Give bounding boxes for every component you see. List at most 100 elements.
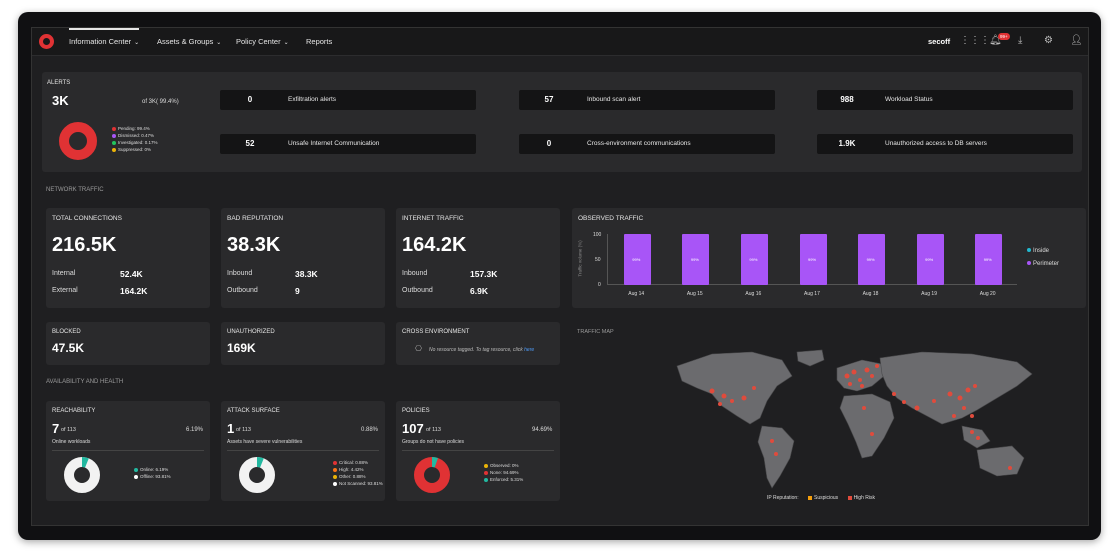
card-value: 38.3K [227,234,281,256]
legend-item: Enforced: 5.31% [484,477,523,482]
reachability-card[interactable]: REACHABILITY 7 of 113 6.19% Online workl… [46,401,210,501]
row-label: External [52,287,78,294]
card-count: 1 [227,421,235,436]
alert-card-cross-environment[interactable]: 0 Cross-environment communications [519,134,775,154]
nav-reports[interactable]: Reports [306,37,332,46]
legend-item: Online: 6.19% [134,467,168,472]
alert-card-unauthorized-db[interactable]: 1.9K Unauthorized access to DB servers [817,134,1073,154]
world-map[interactable] [672,346,1052,496]
app-logo-icon[interactable] [39,34,54,49]
row-value: 52.4K [120,269,143,279]
legend-item: High: 4.42% [333,467,364,472]
policies-donut-chart [414,457,450,493]
divider [402,450,554,451]
card-count: 107 [402,421,424,436]
alerts-ratio: of 3K( 99.4%) [142,99,179,105]
chart-title: OBSERVED TRAFFIC [578,215,644,222]
legend-item: None: 94.69% [484,470,519,475]
gear-icon[interactable]: ⚙ [1044,35,1053,46]
alert-count: 0 [247,95,253,104]
chart-bar[interactable] [682,234,710,285]
internet-traffic-card[interactable]: INTERNET TRAFFIC 164.2K Inbound 157.3K O… [396,208,560,308]
download-icon[interactable]: ⤓ [1018,35,1023,46]
legend-label: Online: 6.19% [140,467,169,472]
bad-reputation-card[interactable]: BAD REPUTATION 38.3K Inbound 38.3K Outbo… [221,208,385,308]
alert-label: Cross-environment communications [587,140,691,147]
legend-swatch [1027,261,1031,266]
ytick-label: 0 [598,282,601,288]
row-value: 38.3K [295,269,318,279]
legend-swatch [484,463,488,468]
alert-count: 0 [546,139,552,148]
total-connections-card[interactable]: TOTAL CONNECTIONS 216.5K Internal 52.4K … [46,208,210,308]
chart-bar[interactable] [799,234,827,285]
legend-label: Perimeter [1033,261,1060,267]
chart-legend-item[interactable]: Perimeter [1027,261,1059,267]
cross-env-message: No resource tagged. To tag resource, cli… [429,347,534,353]
legend-label: High: 4.42% [339,467,364,472]
alert-count: 988 [840,95,854,104]
nav-label: Policy Center [236,37,281,46]
legend-label: Enforced: 5.31% [490,477,524,482]
alert-card-workload-status[interactable]: 988 Workload Status [817,90,1073,110]
nav-assets-groups[interactable]: Assets & Groups ⌄ [157,37,221,46]
cross-environment-card[interactable]: CROSS ENVIRONMENT ⎔ No resource tagged. … [396,322,560,365]
alerts-legend-item: Pending: 99.4% [112,126,150,131]
bar-data-label: 99% [632,256,641,262]
chart-bar[interactable] [740,234,768,285]
apps-grid-icon[interactable]: ⋮⋮⋮ [960,35,990,46]
alerts-legend-item: Suppressed: 0% [112,147,151,152]
row-label: Outbound [227,287,258,294]
chart-bar[interactable] [858,234,886,285]
legend-label: None: 94.69% [490,470,519,475]
chart-bar[interactable] [975,234,1003,285]
alert-label: Exfiltration alerts [288,96,337,103]
card-value: 164.2K [402,234,467,256]
ytick-label: 100 [593,232,602,238]
row-label: Internal [52,270,76,277]
legend-item: Not Scanned: 93.81% [333,481,383,486]
card-title: CROSS ENVIRONMENT [402,329,470,335]
user-icon[interactable]: 👤︎ [1070,35,1083,46]
legend-label: Pending: 99.4% [118,126,150,131]
card-of-total: of 113 [61,427,76,433]
blocked-card[interactable]: BLOCKED 47.5K [46,322,210,365]
alert-count: 57 [544,95,554,104]
alert-card-inbound-scan[interactable]: 57 Inbound scan alert [519,90,775,110]
chart-legend-item[interactable]: Inside [1027,248,1049,254]
cross-env-text: No resource tagged. To tag resource, cli… [429,347,523,353]
legend-label: Not Scanned: 93.81% [339,481,383,486]
legend-swatch [112,133,116,138]
nav-information-center[interactable]: Information Center ⌄ [69,37,139,46]
legend-swatch [484,477,488,482]
chart-bar[interactable] [916,234,944,285]
legend-swatch [134,467,138,472]
tag-resource-link[interactable]: here [524,347,535,353]
legend-swatch [484,470,488,475]
policies-card[interactable]: POLICIES 107 of 113 94.69% Groups do not… [396,401,560,501]
attack-surface-donut-chart [239,457,275,493]
card-title: INTERNET TRAFFIC [402,215,464,222]
unauthorized-card[interactable]: UNAUTHORIZED 169K [221,322,385,365]
card-title: BLOCKED [52,329,81,335]
dashboard-screen: Information Center ⌄ Assets & Groups ⌄ Pol… [31,27,1089,526]
xtick-label: Aug 20 [979,291,996,297]
bell-icon[interactable]: 🔔︎ [989,35,1002,46]
alert-card-exfiltration[interactable]: 0 Exfiltration alerts [220,90,476,110]
chevron-down-icon: ⌄ [216,40,222,46]
card-value: 47.5K [52,341,85,355]
chart-bar[interactable] [623,234,651,285]
attack-surface-card[interactable]: ATTACK SURFACE 1 of 113 0.88% Assets hav… [221,401,385,501]
card-title: POLICIES [402,408,430,414]
nav-policy-center[interactable]: Policy Center ⌄ [236,37,289,46]
row-label: Inbound [402,270,428,277]
network-traffic-section-title: NETWORK TRAFFIC [46,187,104,193]
card-percent: 0.88% [361,427,379,433]
legend-item: Offline: 93.81% [134,474,171,479]
alerts-title: ALERTS [47,80,71,86]
legend-swatch [333,467,337,472]
alert-card-unsafe-internet[interactable]: 52 Unsafe Internet Communication [220,134,476,154]
top-navigation: Information Center ⌄ Assets & Groups ⌄ Pol… [32,28,1088,56]
user-name[interactable]: secoff [928,37,951,46]
row-value: 6.9K [470,286,488,296]
